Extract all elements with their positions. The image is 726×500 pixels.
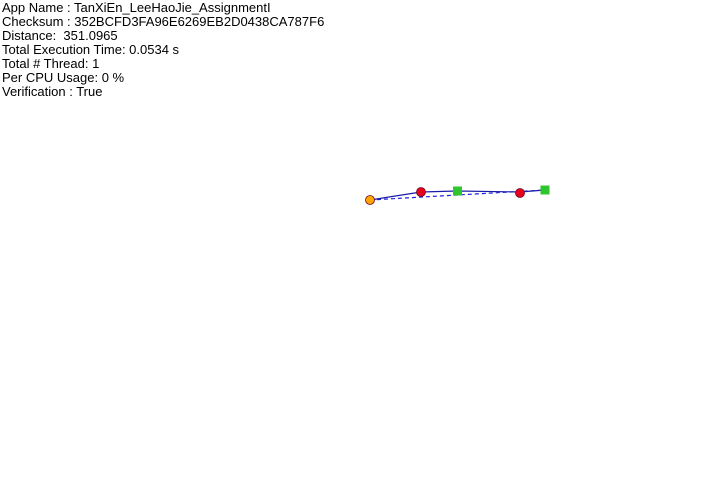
goal-square <box>453 186 462 196</box>
execution-time-text: Total Execution Time: 0.0534 s <box>2 42 180 57</box>
distance-text: Distance: 351.0965 <box>2 28 118 43</box>
visited-node <box>515 188 525 198</box>
app-name-text: App Name : TanXiEn_LeeHaoJie_AssignmentI <box>2 0 271 15</box>
cpu-usage-text: Per CPU Usage: 0 % <box>2 70 125 85</box>
verification-text: Verification : True <box>2 84 103 99</box>
visited-node <box>416 187 426 197</box>
checksum-text: Checksum : 352BCFD3FA96E6269EB2D0438CA78… <box>2 14 325 29</box>
goal-square <box>540 185 550 195</box>
info-panel: App Name : TanXiEn_LeeHaoJie_AssignmentI… <box>2 1 324 99</box>
thread-count-text: Total # Thread: 1 <box>2 56 100 71</box>
start-node <box>365 195 375 205</box>
